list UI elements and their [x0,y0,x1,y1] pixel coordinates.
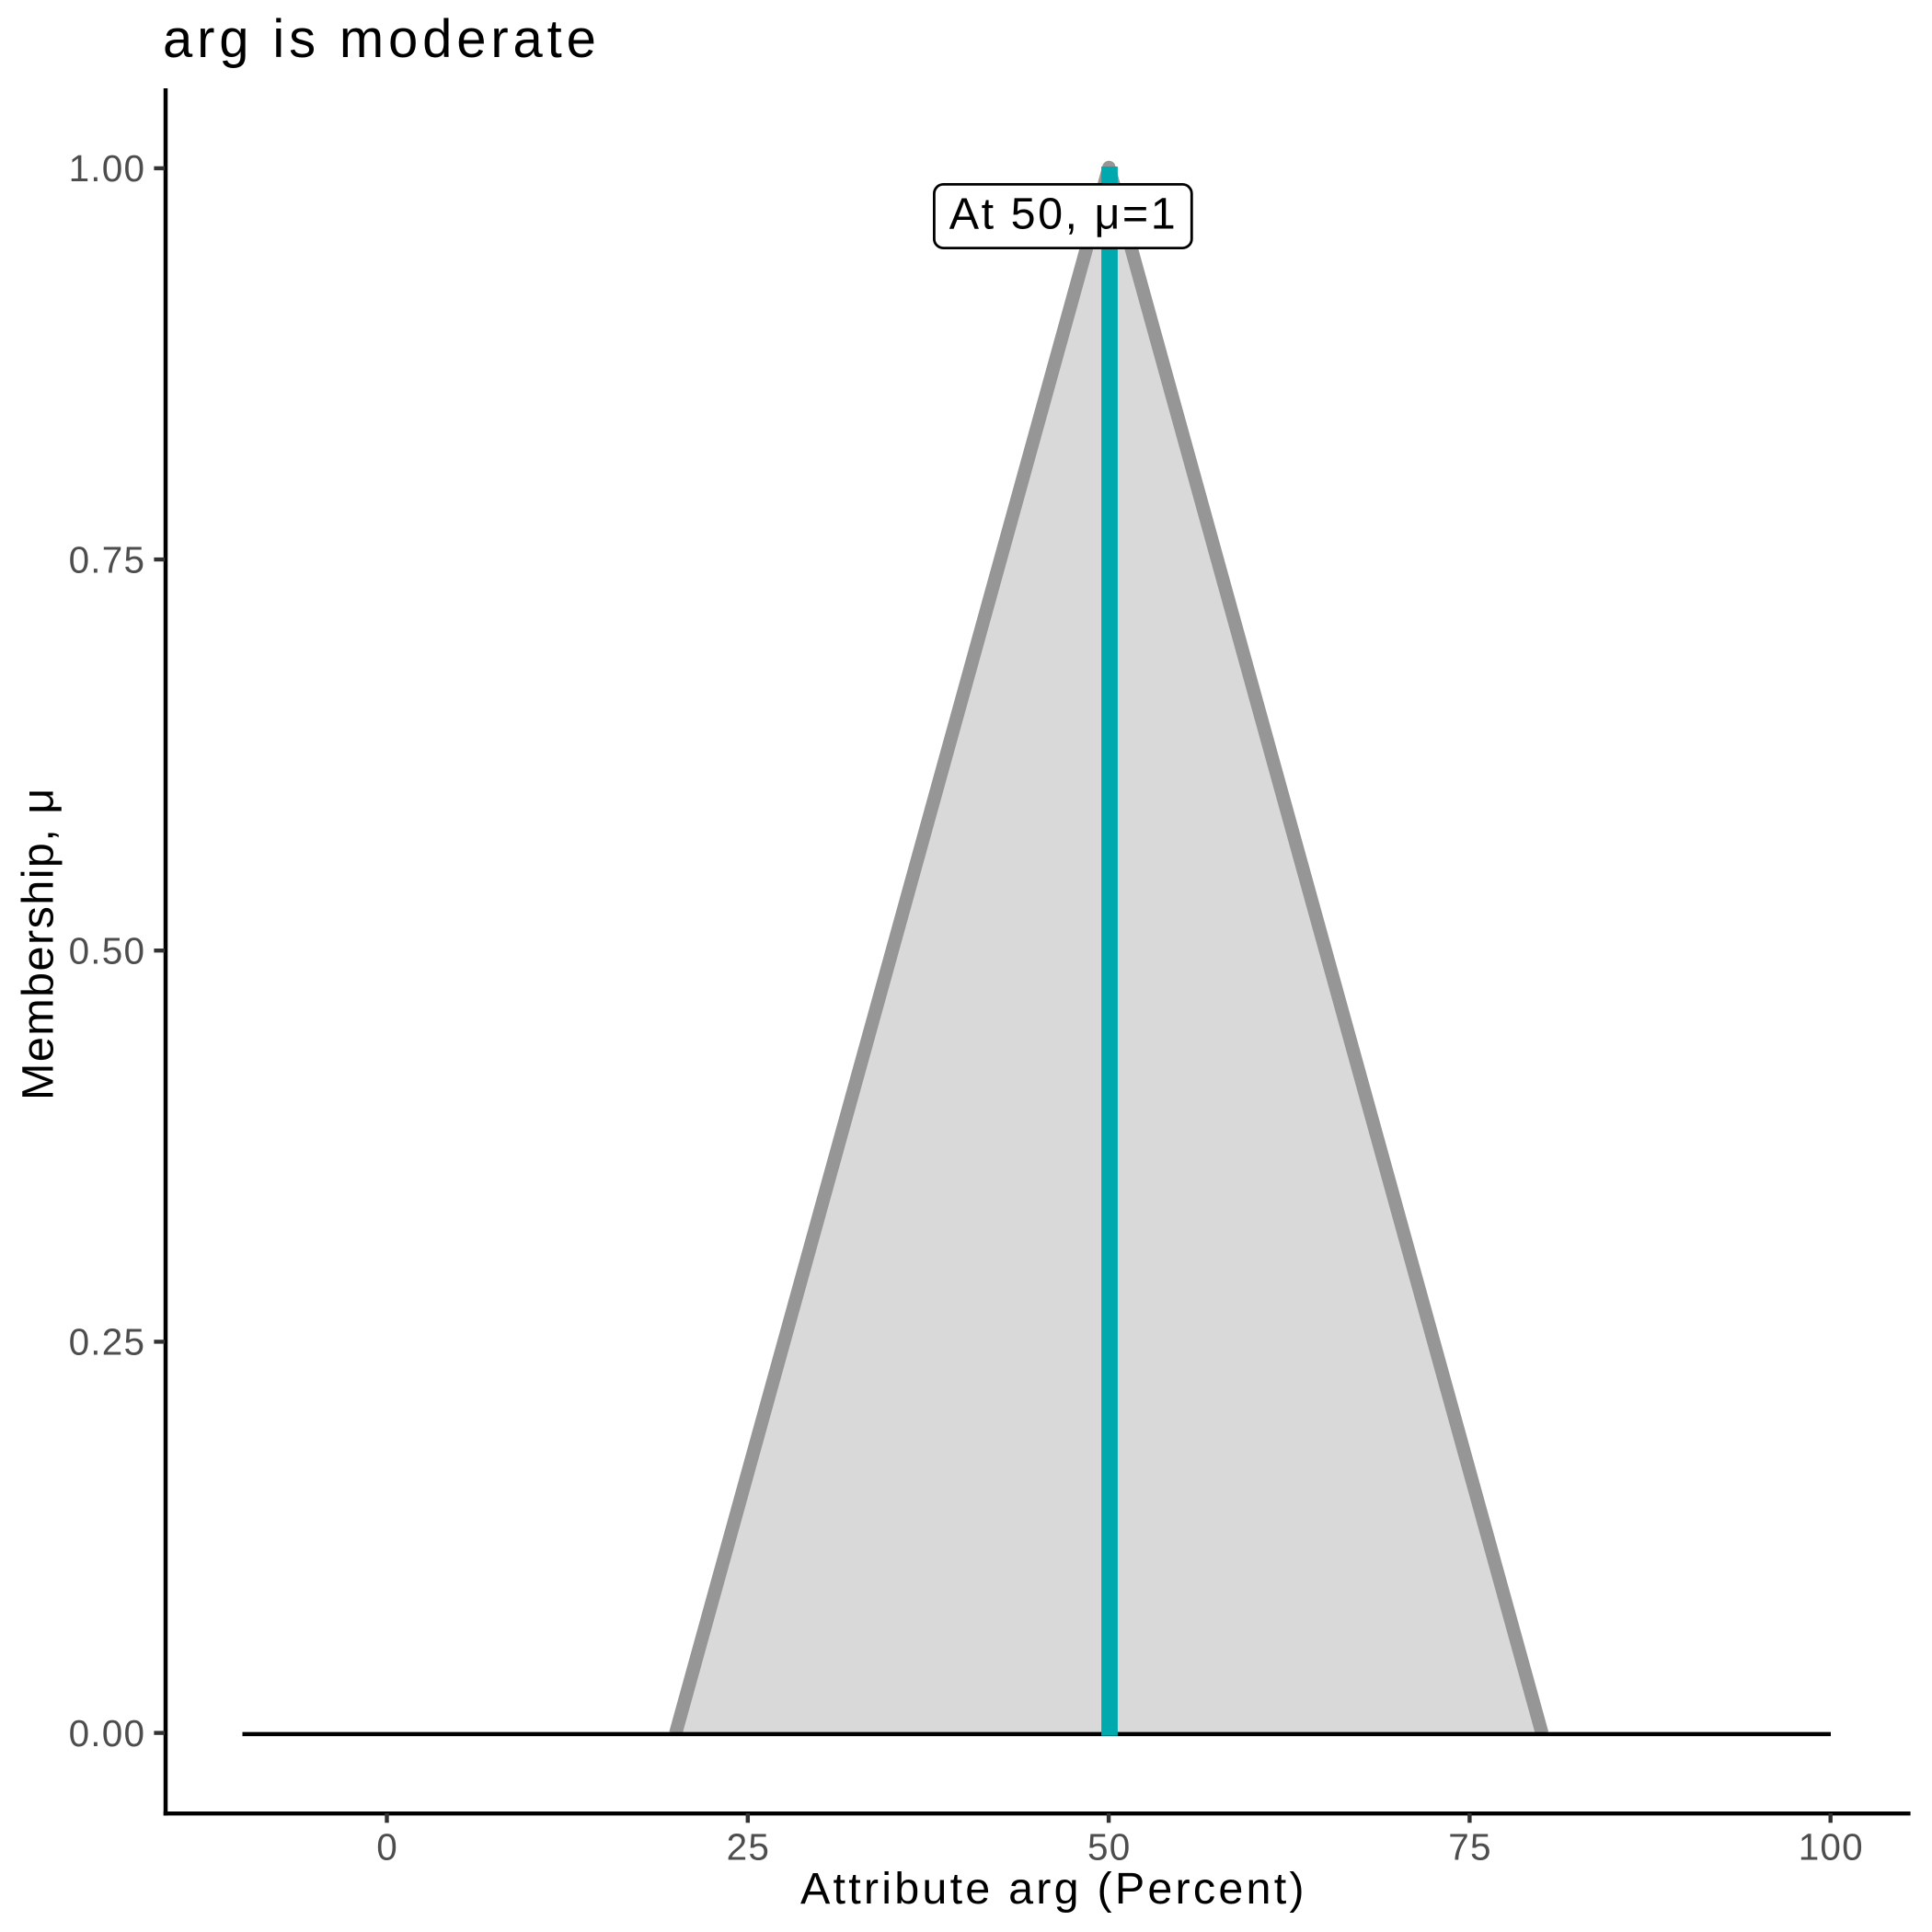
svg-text:0: 0 [376,1825,398,1868]
svg-text:100: 100 [1799,1825,1864,1868]
svg-text:At 50, μ=1: At 50, μ=1 [949,190,1178,239]
svg-text:Membership, μ: Membership, μ [14,787,63,1100]
svg-text:0.75: 0.75 [69,538,146,581]
svg-text:75: 75 [1448,1825,1491,1868]
svg-text:0.50: 0.50 [69,930,146,972]
svg-text:0.25: 0.25 [69,1321,146,1363]
svg-text:25: 25 [727,1825,770,1868]
svg-text:50: 50 [1087,1825,1131,1868]
svg-text:1.00: 1.00 [69,147,146,190]
svg-text:Attribute arg (Percent): Attribute arg (Percent) [800,1864,1307,1914]
svg-text:arg is moderate: arg is moderate [163,9,601,69]
svg-text:0.00: 0.00 [69,1712,146,1754]
